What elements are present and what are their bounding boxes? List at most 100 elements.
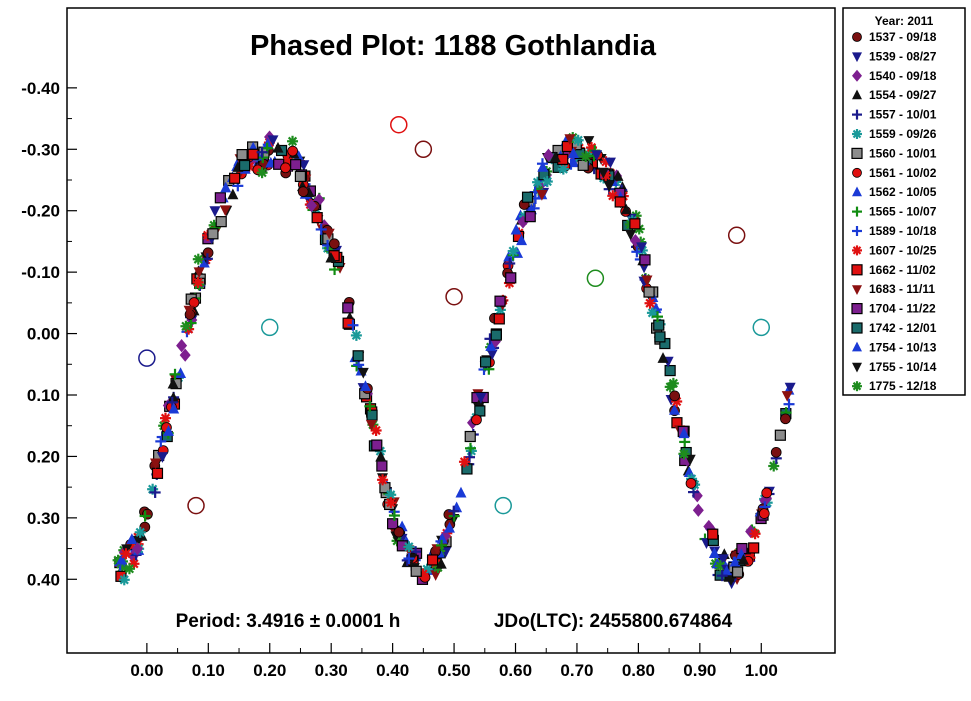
data-point bbox=[376, 460, 388, 472]
data-point bbox=[365, 420, 377, 431]
y-tick-label: 0.00 bbox=[27, 325, 60, 344]
data-point bbox=[448, 505, 460, 517]
data-point bbox=[486, 349, 498, 361]
legend-marker bbox=[851, 264, 863, 276]
data-point bbox=[643, 286, 655, 298]
legend-entry: 1537 - 09/18 bbox=[852, 30, 937, 44]
data-point bbox=[403, 553, 415, 565]
data-point bbox=[179, 348, 191, 362]
y-tick-label: -0.40 bbox=[21, 79, 60, 98]
legend-label: 1662 - 11/02 bbox=[869, 263, 936, 277]
data-point bbox=[377, 474, 389, 486]
data-point bbox=[238, 159, 251, 172]
data-point bbox=[652, 311, 664, 323]
epoch-annotation: JDo(LTC): 2455800.674864 bbox=[494, 611, 733, 632]
x-tick-label: 0.60 bbox=[499, 661, 532, 680]
legend-entry: 1540 - 09/18 bbox=[852, 69, 937, 83]
data-point bbox=[784, 382, 796, 394]
legend-entry: 1662 - 11/02 bbox=[851, 263, 936, 277]
data-point-open bbox=[727, 226, 746, 245]
data-point bbox=[458, 456, 470, 468]
legend-marker bbox=[852, 69, 862, 82]
legend-marker bbox=[852, 129, 862, 139]
data-point bbox=[636, 242, 648, 254]
legend-label: 1559 - 09/26 bbox=[869, 127, 937, 141]
legend-label: 1554 - 09/27 bbox=[869, 88, 937, 102]
legend-entry: 1565 - 10/07 bbox=[852, 205, 937, 219]
y-tick-label: 0.30 bbox=[27, 509, 60, 528]
data-point bbox=[485, 340, 497, 351]
legend-marker bbox=[851, 303, 863, 315]
data-point bbox=[541, 176, 553, 188]
data-point bbox=[149, 486, 161, 498]
data-point bbox=[403, 541, 415, 553]
legend-label: 1607 - 10/25 bbox=[869, 243, 937, 257]
legend-label: 1561 - 10/02 bbox=[869, 166, 937, 180]
data-point bbox=[280, 162, 291, 174]
legend-entry: 1562 - 10/05 bbox=[852, 185, 937, 199]
y-tick-label: 0.20 bbox=[27, 447, 60, 466]
data-point bbox=[464, 430, 476, 443]
legend-marker bbox=[851, 147, 863, 159]
legend-label: 1565 - 10/07 bbox=[869, 205, 937, 219]
data-point bbox=[537, 161, 549, 172]
legend-entry: 1554 - 09/27 bbox=[852, 88, 937, 102]
legend-marker bbox=[852, 89, 862, 100]
data-point bbox=[692, 503, 704, 517]
data-point bbox=[678, 448, 690, 460]
data-point bbox=[387, 518, 399, 530]
data-point bbox=[603, 181, 615, 192]
data-point bbox=[591, 150, 603, 161]
data-point bbox=[247, 148, 259, 160]
legend-label: 1775 - 12/18 bbox=[869, 379, 937, 393]
data-point bbox=[567, 147, 579, 158]
data-point bbox=[198, 256, 210, 268]
data-point bbox=[664, 381, 676, 393]
data-point bbox=[426, 554, 439, 566]
data-point bbox=[716, 570, 728, 582]
data-point bbox=[236, 149, 248, 161]
x-tick-label: 0.90 bbox=[683, 661, 716, 680]
data-point bbox=[385, 497, 397, 509]
legend-entry: 1742 - 12/01 bbox=[851, 321, 937, 335]
data-point bbox=[167, 377, 179, 389]
data-point bbox=[287, 145, 299, 157]
data-point bbox=[215, 216, 227, 228]
data-point bbox=[504, 257, 516, 269]
data-point bbox=[654, 331, 666, 343]
data-point-open bbox=[187, 496, 205, 515]
legend-label: 1557 - 10/01 bbox=[869, 108, 937, 122]
data-point bbox=[410, 565, 422, 577]
data-point bbox=[761, 491, 773, 505]
x-tick-label: 0.00 bbox=[130, 661, 163, 680]
data-point bbox=[436, 532, 448, 544]
data-point bbox=[155, 435, 167, 447]
data-point-open bbox=[445, 287, 463, 306]
period-annotation: Period: 3.4916 ± 0.0001 h bbox=[176, 611, 401, 632]
legend-entry: 1589 - 10/18 bbox=[852, 224, 937, 238]
data-point bbox=[758, 508, 770, 519]
data-point bbox=[352, 350, 364, 362]
data-point bbox=[156, 452, 168, 463]
data-point bbox=[287, 135, 299, 147]
data-point bbox=[151, 467, 164, 479]
data-point bbox=[557, 163, 569, 175]
legend-label: 1537 - 09/18 bbox=[869, 30, 937, 44]
data-point bbox=[188, 297, 200, 308]
data-point bbox=[329, 238, 340, 250]
legend-box bbox=[842, 7, 966, 396]
data-point bbox=[717, 554, 729, 566]
data-point bbox=[639, 254, 651, 266]
data-point bbox=[131, 542, 143, 556]
data-point bbox=[507, 245, 519, 257]
data-point bbox=[169, 368, 181, 380]
data-point bbox=[471, 414, 482, 426]
x-tick-label: 0.40 bbox=[376, 661, 409, 680]
data-point bbox=[440, 546, 452, 558]
data-point bbox=[625, 229, 637, 241]
data-point-open bbox=[138, 349, 156, 367]
data-point bbox=[366, 409, 378, 421]
data-point bbox=[768, 460, 780, 472]
data-point bbox=[375, 450, 387, 462]
